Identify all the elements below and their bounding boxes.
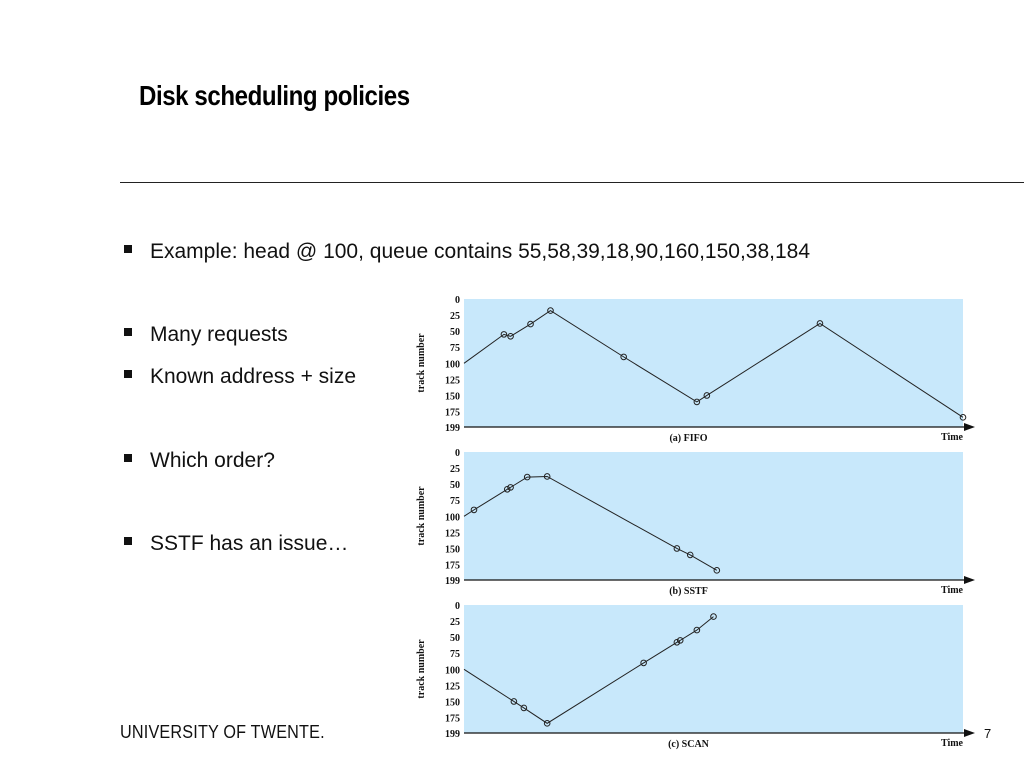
chart-panel-0: 0 25 50 75 100 125 150 175 199 track number Time (a… xyxy=(416,295,975,444)
x-axis-arrow-icon xyxy=(964,576,975,584)
y-tick-label: 125 xyxy=(445,681,460,692)
bullet-marker-icon xyxy=(124,454,132,463)
data-point xyxy=(710,613,717,620)
y-tick-label: 175 xyxy=(445,408,460,419)
x-axis-label: Time xyxy=(941,432,964,443)
y-axis-label: track number xyxy=(416,639,427,699)
chart-caption: (a) FIFO xyxy=(669,433,707,444)
y-tick-label: 75 xyxy=(450,343,460,354)
y-tick-label: 199 xyxy=(445,576,460,587)
y-tick-label: 199 xyxy=(445,423,460,434)
chart-panel-2: 0 25 50 75 100 125 150 175 199 track number Time (c… xyxy=(416,601,975,750)
y-axis-label: track number xyxy=(416,333,427,393)
y-tick-label: 150 xyxy=(445,697,460,708)
y-tick-label: 0 xyxy=(455,295,460,306)
bullet-item: Known address + size xyxy=(122,365,356,389)
y-tick-label: 75 xyxy=(450,496,460,507)
y-tick-label: 25 xyxy=(450,617,460,628)
plot-area xyxy=(464,452,963,580)
y-tick-label: 25 xyxy=(450,311,460,322)
plot-area xyxy=(464,605,963,733)
y-tick-label: 100 xyxy=(445,665,460,676)
data-point xyxy=(520,704,528,712)
bullet-marker-icon xyxy=(124,328,132,337)
data-point xyxy=(507,484,514,491)
data-point xyxy=(640,659,647,667)
y-tick-label: 50 xyxy=(450,480,460,491)
slide-title: Disk scheduling policies xyxy=(139,80,410,111)
y-tick-label: 75 xyxy=(450,649,460,660)
data-point xyxy=(503,486,511,493)
x-axis-label: Time xyxy=(941,585,964,596)
data-point xyxy=(510,698,518,705)
y-tick-label: 100 xyxy=(445,359,460,370)
data-point xyxy=(543,720,551,727)
y-tick-label: 125 xyxy=(445,528,460,539)
bullet-marker-icon xyxy=(124,537,132,546)
bullet-text: Example: head @ 100, queue contains 55,5… xyxy=(150,240,811,263)
data-point xyxy=(507,333,514,340)
bullet-item: Which order? xyxy=(122,449,275,473)
y-tick-label: 150 xyxy=(445,544,460,555)
university-logo: UNIVERSITY OF TWENTE. xyxy=(120,722,325,742)
y-tick-label: 175 xyxy=(445,714,460,725)
chart-panel-1: 0 25 50 75 100 125 150 175 199 track number Time (b… xyxy=(416,448,975,597)
y-tick-label: 150 xyxy=(445,391,460,402)
bullet-item: Example: head @ 100, queue contains 55,5… xyxy=(122,240,810,264)
x-axis-arrow-icon xyxy=(964,729,975,737)
y-tick-label: 25 xyxy=(450,464,460,475)
y-axis-label: track number xyxy=(416,486,427,546)
x-axis-arrow-icon xyxy=(964,423,975,431)
bullet-text: Known address + size xyxy=(150,365,357,388)
data-point xyxy=(693,626,701,634)
data-point xyxy=(527,320,534,328)
x-axis-label: Time xyxy=(941,738,964,749)
data-point xyxy=(713,567,721,574)
chart-caption: (b) SSTF xyxy=(669,586,708,597)
y-tick-label: 100 xyxy=(445,512,460,523)
data-point xyxy=(959,414,967,421)
disk-scheduling-charts: 0 25 50 75 100 125 150 175 199 track number Time (a… xyxy=(416,295,975,750)
data-point xyxy=(470,506,478,514)
title-divider xyxy=(120,182,1024,183)
y-tick-label: 50 xyxy=(450,633,460,644)
page-number: 7 xyxy=(984,726,992,741)
data-point xyxy=(673,639,681,646)
data-point xyxy=(686,551,694,559)
data-point xyxy=(673,545,681,552)
y-tick-label: 199 xyxy=(445,729,460,740)
chart-caption: (c) SCAN xyxy=(668,739,710,750)
data-point xyxy=(620,353,627,361)
data-point xyxy=(500,331,508,338)
series-line xyxy=(463,475,718,571)
data-point xyxy=(693,398,701,406)
bullet-marker-icon xyxy=(124,245,132,254)
bullet-marker-icon xyxy=(124,370,132,379)
data-point xyxy=(547,307,554,314)
bullet-text: Which order? xyxy=(150,449,275,472)
bullet-text: SSTF has an issue… xyxy=(150,532,349,555)
y-tick-label: 50 xyxy=(450,327,460,338)
data-point xyxy=(543,473,551,480)
y-tick-label: 0 xyxy=(455,601,460,612)
data-point xyxy=(703,392,711,399)
y-tick-label: 125 xyxy=(445,375,460,386)
bullet-text: Many requests xyxy=(150,323,288,346)
y-tick-label: 0 xyxy=(455,448,460,459)
data-point xyxy=(816,320,824,327)
bullet-item: Many requests xyxy=(122,323,288,347)
series-line xyxy=(463,616,714,724)
data-point xyxy=(676,637,684,644)
data-point xyxy=(523,473,531,481)
y-tick-label: 175 xyxy=(445,561,460,572)
series-line xyxy=(463,309,964,418)
bullet-item: SSTF has an issue… xyxy=(122,532,348,556)
